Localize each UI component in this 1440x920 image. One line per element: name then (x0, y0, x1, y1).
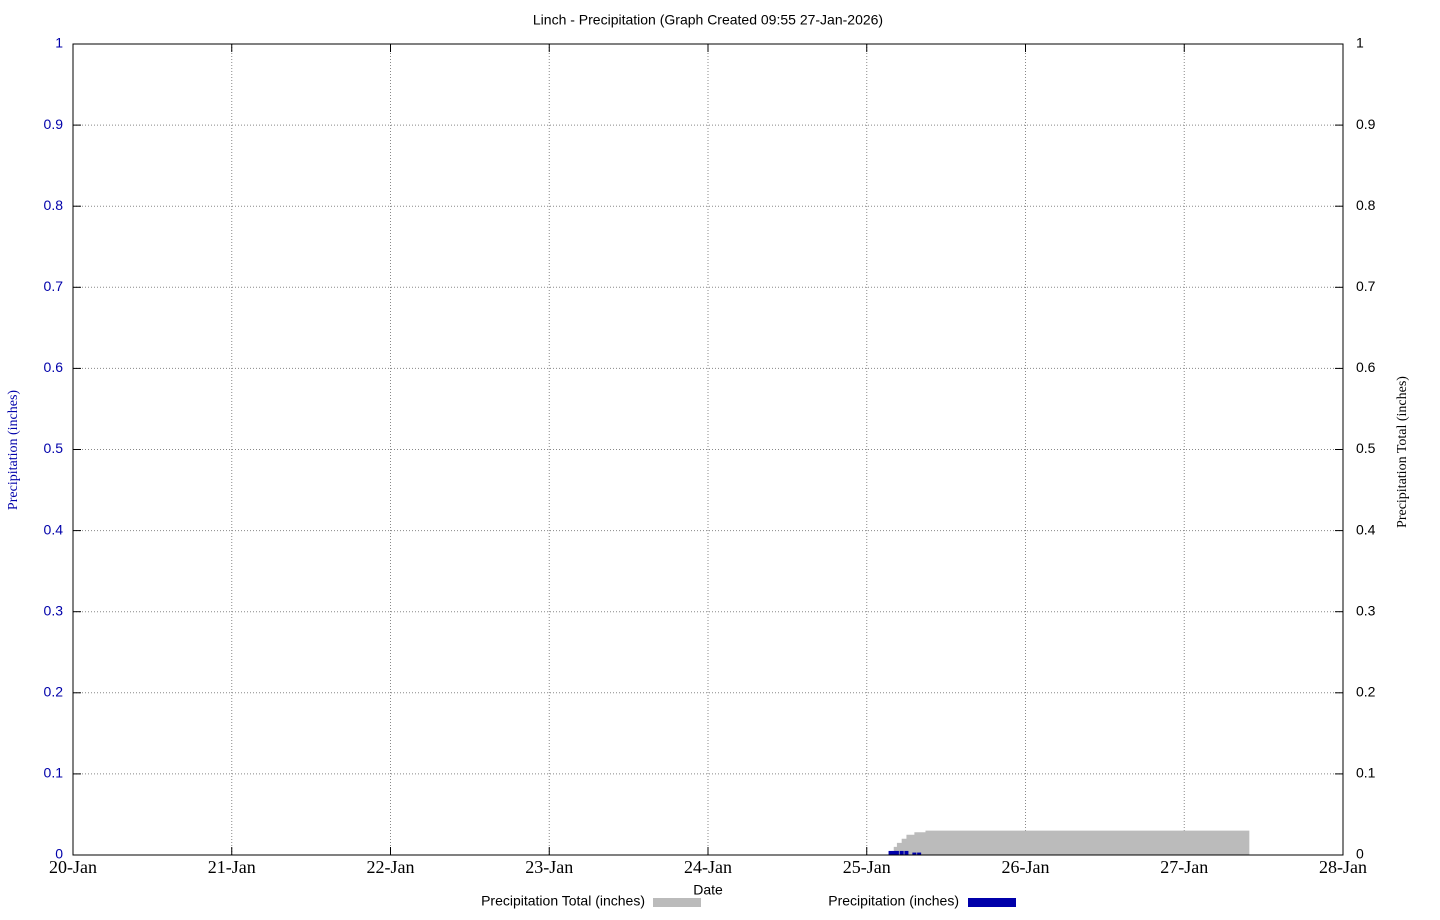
y2-tick-label: 1 (1356, 35, 1364, 51)
y-tick-label: 0.7 (44, 278, 64, 294)
x-tick-label: 24-Jan (684, 857, 732, 877)
legend-label: Precipitation Total (inches) (481, 893, 645, 909)
x-tick-label: 23-Jan (525, 857, 573, 877)
precip-bar (904, 850, 909, 855)
precip-bar (912, 852, 917, 855)
precip-total-area (890, 830, 1250, 855)
x-tick-label: 25-Jan (843, 857, 891, 877)
y-tick-label: 0.4 (44, 521, 64, 537)
x-tick-label: 20-Jan (49, 857, 97, 877)
x-axis-label: Date (693, 882, 723, 898)
chart-title: Linch - Precipitation (Graph Created 09:… (533, 12, 883, 28)
x-tick-label: 22-Jan (367, 857, 415, 877)
plot-frame (72, 43, 1344, 856)
y-tick-label: 0.8 (44, 197, 64, 213)
legend-label: Precipitation (inches) (828, 893, 959, 909)
legend-swatch (968, 898, 1016, 907)
precip-bar (891, 850, 896, 855)
x-tick-label: 21-Jan (208, 857, 256, 877)
y2-tick-label: 0.3 (1356, 602, 1376, 618)
y-tick-label: 0.1 (44, 765, 64, 781)
y-tick-label: 0.2 (44, 684, 64, 700)
x-tick-label: 27-Jan (1160, 857, 1208, 877)
precip-bar (894, 850, 899, 855)
y2-tick-label: 0.6 (1356, 359, 1376, 375)
y-tick-label: 0.6 (44, 359, 64, 375)
y2-tick-label: 0.4 (1356, 521, 1376, 537)
y2-tick-label: 0 (1356, 846, 1364, 862)
x-tick-label: 26-Jan (1002, 857, 1050, 877)
y-axis-label: Precipitation (inches) (6, 390, 21, 510)
y-tick-label: 0.5 (44, 440, 64, 456)
precip-bar (917, 852, 922, 855)
y2-tick-label: 0.1 (1356, 765, 1376, 781)
y-tick-label: 0.3 (44, 602, 64, 618)
y2-tick-label: 0.2 (1356, 684, 1376, 700)
precip-bar (899, 850, 904, 855)
y2-tick-label: 0.9 (1356, 116, 1376, 132)
precip-bar (888, 850, 893, 855)
y2-axis-label: Precipitation Total (inches) (1395, 376, 1410, 528)
y-tick-label: 0 (55, 846, 63, 862)
y-tick-label: 1 (55, 35, 63, 51)
y-tick-label: 0.9 (44, 116, 64, 132)
y2-tick-label: 0.5 (1356, 440, 1376, 456)
legend-swatch (653, 898, 701, 907)
y2-tick-label: 0.8 (1356, 197, 1376, 213)
x-tick-label: 28-Jan (1319, 857, 1367, 877)
y2-tick-label: 0.7 (1356, 278, 1376, 294)
